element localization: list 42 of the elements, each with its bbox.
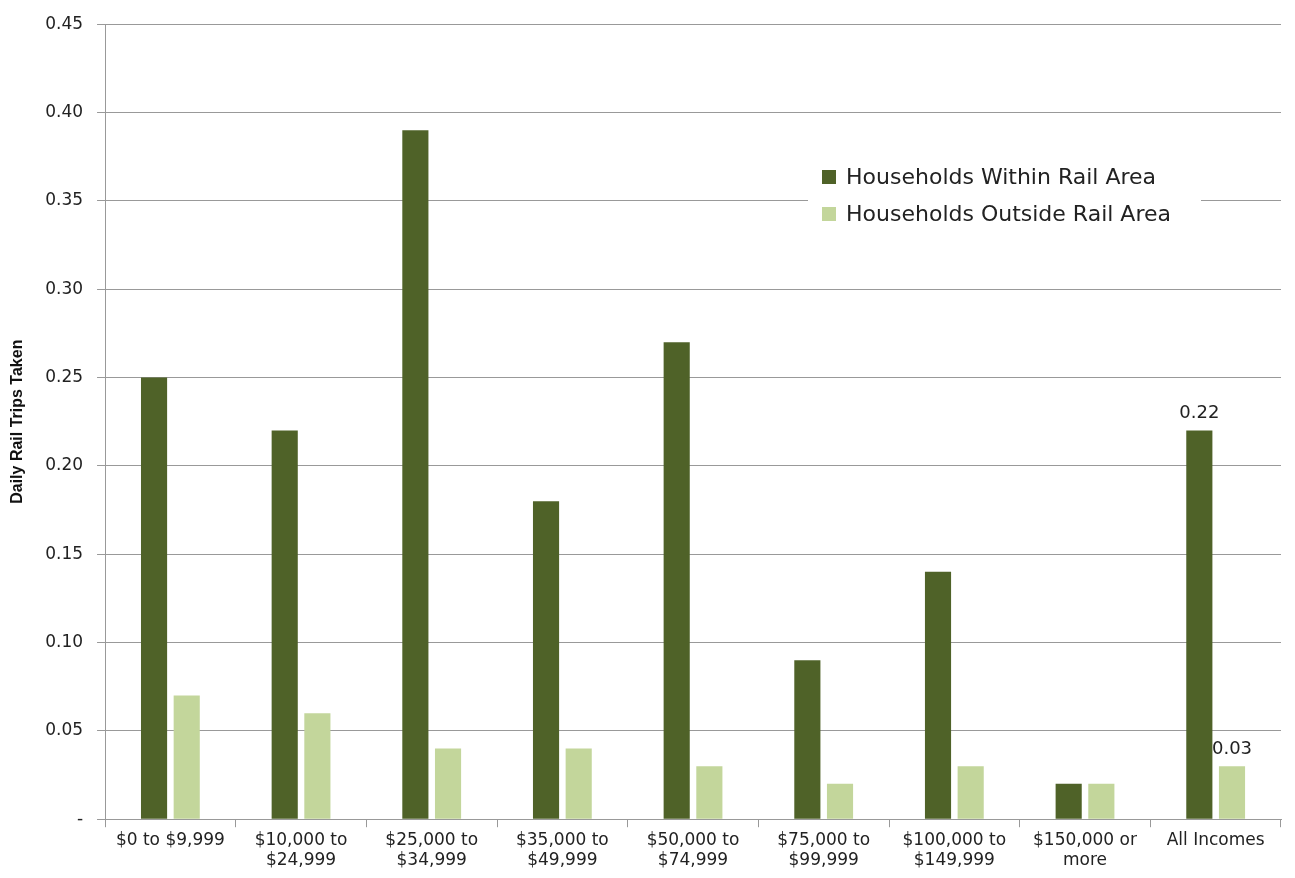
bar — [957, 766, 984, 819]
x-tick-label: $100,000 to $149,999 — [902, 828, 1007, 870]
bar — [794, 660, 821, 819]
x-tick-label: $150,000 or more — [1033, 828, 1137, 870]
bar — [1088, 783, 1115, 819]
x-tick-label: $50,000 to $74,999 — [646, 828, 740, 870]
x-tick-label: $35,000 to $49,999 — [515, 828, 609, 870]
bar — [402, 130, 429, 819]
x-tick-label: $25,000 to $34,999 — [385, 828, 479, 870]
x-tick-label: $0 to $9,999 — [115, 828, 225, 849]
bar — [924, 571, 952, 819]
bar — [1218, 766, 1246, 819]
y-tick-label: 0.25 — [45, 365, 84, 386]
bar — [173, 695, 200, 819]
bar — [696, 766, 723, 819]
x-tick-label: $10,000 to $24,999 — [254, 828, 348, 870]
bar — [1186, 430, 1213, 819]
x-tick-label: All Incomes — [1166, 828, 1265, 849]
data-label: 0.22 — [1179, 401, 1220, 423]
y-tick-label: 0.15 — [45, 542, 84, 563]
bar — [826, 783, 854, 819]
y-tick-label: - — [76, 807, 84, 828]
x-tick-label: $75,000 to $99,999 — [777, 828, 871, 870]
legend-label: Households Outside Rail Area — [846, 201, 1171, 227]
y-tick-label: 0.20 — [45, 454, 84, 475]
legend-label: Households Within Rail Area — [846, 164, 1157, 190]
y-tick-label: 0.10 — [45, 630, 84, 651]
bar — [532, 501, 560, 819]
y-tick-label: 0.45 — [45, 12, 84, 33]
data-label: 0.03 — [1211, 736, 1253, 758]
y-tick-label: 0.05 — [45, 719, 84, 740]
bar — [565, 748, 592, 819]
y-tick-label: 0.35 — [45, 189, 84, 210]
y-tick-label: 0.40 — [45, 100, 84, 121]
y-axis-title: Daily Rail Trips Taken — [8, 339, 26, 504]
bar — [140, 377, 168, 819]
y-tick-label: 0.30 — [45, 277, 84, 298]
bar — [1055, 783, 1082, 819]
bar — [663, 342, 690, 819]
bar — [271, 430, 298, 819]
bar — [304, 713, 331, 819]
bar — [434, 748, 462, 819]
